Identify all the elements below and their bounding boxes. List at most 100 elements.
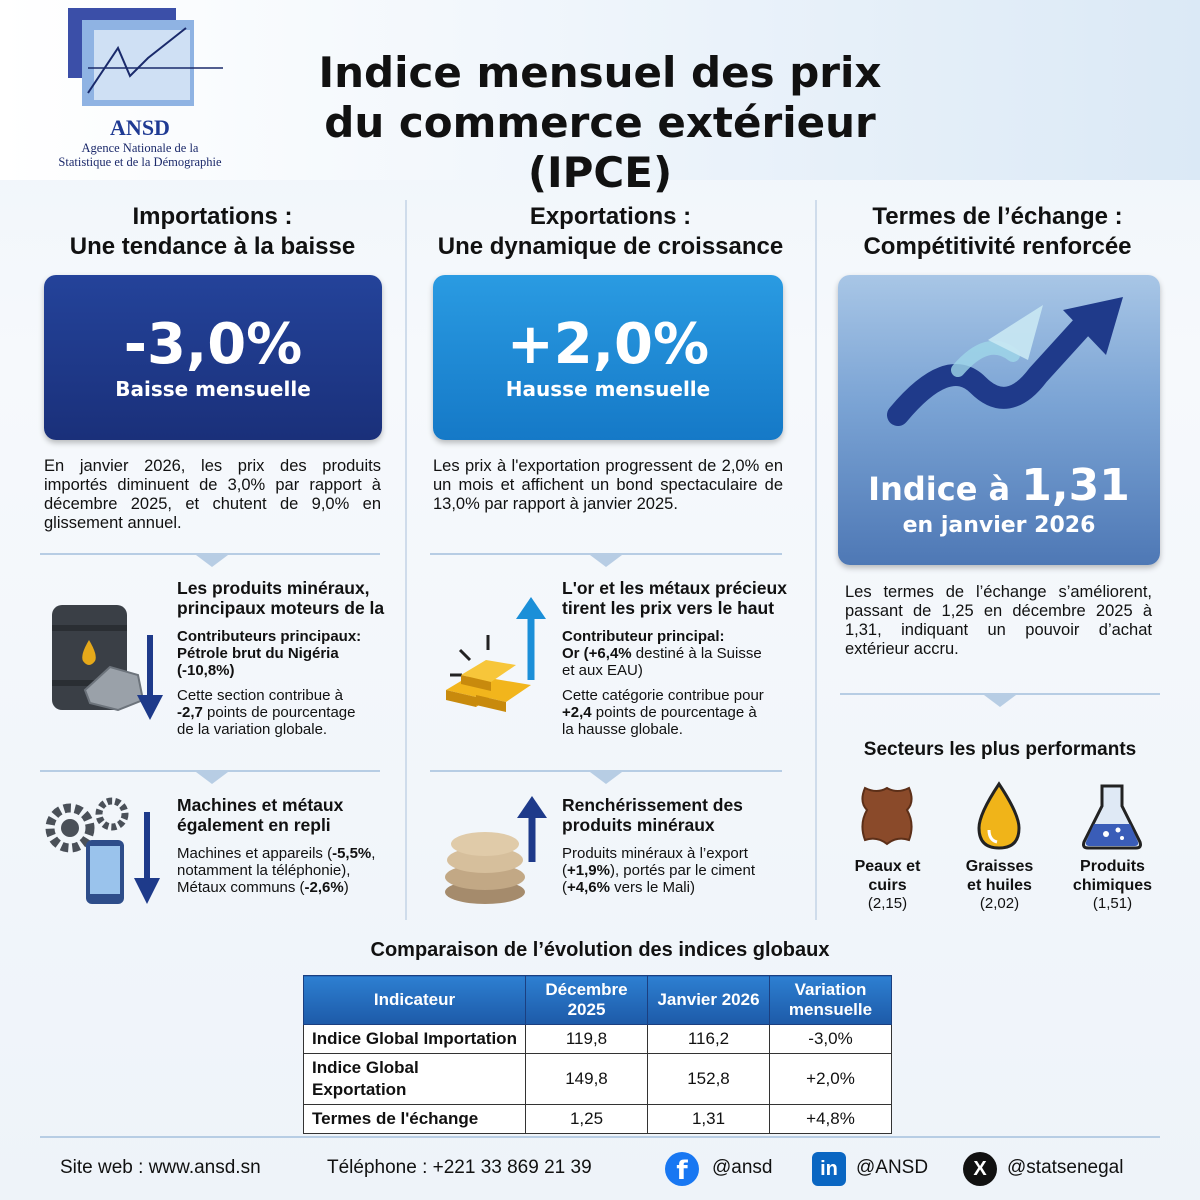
imports-sub2-line-3a: Métaux communs (	[177, 879, 305, 896]
exports-sub2-line-2a: (	[562, 862, 567, 879]
table-cell: 149,8	[525, 1053, 648, 1105]
terms-kpi-card: Indice à 1,31 en janvier 2026	[838, 275, 1160, 565]
imports-sub1-contrib-pct: (-10,8%)	[177, 662, 235, 679]
exports-title: Exportations : Une dynamique de croissan…	[418, 202, 803, 262]
leather-icon	[861, 786, 913, 846]
imports-sub1-pts: -2,7	[177, 704, 203, 721]
exports-sub1-desc-1: Cette catégorie contribue pour	[562, 687, 764, 704]
sectors-title: Secteurs les plus performants	[863, 739, 1137, 760]
footer-facebook[interactable]: @ansd	[712, 1157, 773, 1178]
table-row: Indice Global Exportation 149,8 152,8 +2…	[303, 1053, 892, 1105]
title-line-2: du commerce extérieur (IPCE)	[324, 98, 876, 197]
imports-title: Importations : Une tendance à la baisse	[30, 202, 395, 262]
imports-kpi-label: Baisse mensuelle	[115, 377, 311, 401]
imports-sub2-line-3: Métaux communs (-2,6%)	[177, 879, 402, 896]
terms-kpi-label: en janvier 2026	[902, 513, 1096, 538]
footer-linkedin[interactable]: @ANSD	[856, 1157, 929, 1178]
sector-leather-value: (2,15)	[867, 895, 908, 912]
exports-sub2-title-1: Renchérissement des	[562, 795, 743, 815]
table-cell: 152,8	[647, 1053, 770, 1105]
sector-chemicals-name-2: chimiques	[1072, 877, 1153, 894]
exports-sub2-line-3a: (	[562, 879, 567, 896]
exports-sub2-line-2c: ), portés par le ciment	[609, 862, 756, 879]
imports-sub2-line-1a: Machines et appareils (	[177, 845, 333, 862]
table-cell: +4,8%	[769, 1104, 892, 1134]
footer-phone[interactable]: Téléphone : +221 33 869 21 39	[327, 1157, 592, 1178]
exports-sub1-line-1: Or (+6,4% destiné à la Suisse	[562, 645, 797, 662]
column-divider-1	[405, 200, 407, 920]
table-cell: 116,2	[647, 1024, 770, 1054]
exports-sub2-title-2: produits minéraux	[562, 815, 715, 835]
imports-separator-1	[40, 553, 380, 555]
exports-sub1-line-1b: +6,4%	[588, 645, 632, 662]
logo-name: ANSD	[110, 115, 170, 140]
imports-sub2-title-2: également en repli	[177, 815, 331, 835]
title-line-1: Indice mensuel des prix	[318, 48, 882, 97]
exports-title-2: Une dynamique de croissance	[437, 233, 784, 260]
exports-title-1: Exportations :	[529, 203, 692, 230]
imports-sub1-title-2: principaux moteurs de la	[177, 598, 385, 618]
table-cell: Indice Global Importation	[303, 1024, 526, 1054]
comparison-table-wrap: Indicateur Décembre 2025 Janvier 2026 Va…	[303, 975, 892, 1134]
exports-separator-arrow-2	[590, 772, 622, 784]
imports-sub2: Machines et métaux également en repli Ma…	[177, 795, 402, 896]
imports-text: En janvier 2026, les prix des produits i…	[44, 457, 381, 532]
imports-sub1-contrib-label: Contributeurs principaux:	[177, 628, 362, 645]
imports-sub2-line-2: notamment la téléphonie),	[177, 862, 351, 879]
imports-kpi-card: -3,0% Baisse mensuelle	[44, 275, 382, 440]
cement-bags-icon	[440, 792, 565, 912]
footer-x[interactable]: @statsenegal	[1007, 1157, 1124, 1178]
imports-sub1-desc-2-text: points de pourcentage	[202, 704, 356, 721]
flask-icon	[1082, 784, 1142, 850]
logo-sub-2: Statistique et de la Démographie	[58, 155, 222, 169]
imports-sub2-line-3b: -2,6%	[304, 879, 344, 896]
table-row: Termes de l'échange 1,25 1,31 +4,8%	[303, 1104, 892, 1134]
exports-sub1-line-2: et aux EAU)	[562, 662, 643, 679]
exports-sub2-line-3b: +4,6%	[567, 879, 610, 896]
imports-sub1: Les produits minéraux, principaux moteur…	[177, 578, 397, 738]
ansd-logo	[68, 8, 228, 118]
imports-title-1: Importations :	[132, 203, 293, 230]
page-title: Indice mensuel des prix du commerce exté…	[250, 48, 950, 198]
header-indicator: Indicateur	[303, 975, 526, 1025]
terms-separator-arrow	[984, 695, 1016, 707]
gold-bars-icon	[436, 595, 566, 715]
imports-sub1-desc-1: Cette section contribue à	[177, 687, 343, 704]
table-header-row: Indicateur Décembre 2025 Janvier 2026 Va…	[303, 975, 892, 1025]
header-dec-2025: Décembre 2025	[525, 975, 648, 1025]
exports-sub2-line-1: Produits minéraux à l’export	[562, 845, 748, 862]
comparison-table: Indicateur Décembre 2025 Janvier 2026 Va…	[303, 975, 892, 1134]
imports-sub1-title-1: Les produits minéraux,	[177, 578, 370, 598]
imports-sub2-line-1: Machines et appareils (-5,5%,	[177, 845, 402, 862]
logo-text: ANSD Agence Nationale de la Statistique …	[55, 115, 225, 169]
exports-separator-2	[430, 770, 782, 772]
comparison-title: Comparaison de l’évolution des indices g…	[370, 939, 830, 961]
facebook-icon[interactable]: f	[665, 1152, 699, 1186]
sector-oils: Graisses et huiles (2,02)	[947, 780, 1052, 912]
exports-sub2-line-3: (+4,6% vers le Mali)	[562, 879, 797, 896]
sector-oils-value: (2,02)	[979, 895, 1020, 912]
exports-sub2-line-2b: +1,9%	[567, 862, 610, 879]
sector-leather-name-2: cuirs	[868, 877, 907, 894]
sector-leather: Peaux et cuirs (2,15)	[835, 780, 940, 912]
exports-sub1-contrib-label: Contributeur principal:	[562, 628, 725, 645]
terms-title: Termes de l’échange : Compétitivité renf…	[825, 202, 1170, 262]
oil-drop-icon	[977, 781, 1021, 850]
sector-chemicals: Produits chimiques (1,51)	[1060, 780, 1165, 912]
exports-kpi-label: Hausse mensuelle	[505, 377, 711, 401]
imports-sub1-desc-2: -2,7 points de pourcentage	[177, 704, 397, 721]
x-icon[interactable]: X	[963, 1152, 997, 1186]
terms-text: Les termes de l’échange s’améliorent, pa…	[845, 583, 1152, 658]
imports-separator-arrow-2	[196, 772, 228, 784]
table-cell: Indice Global Exportation	[303, 1053, 526, 1105]
exports-sub1-title-1: L'or et les métaux précieux	[562, 578, 787, 598]
exports-sub1: L'or et les métaux précieux tirent les p…	[562, 578, 797, 738]
exports-sub1-pts: +2,4	[562, 704, 592, 721]
linkedin-icon[interactable]: in	[812, 1152, 846, 1186]
footer-site[interactable]: Site web : www.ansd.sn	[60, 1157, 261, 1178]
imports-sub2-line-1c: ,	[371, 845, 376, 862]
exports-sub1-line-1c: destiné à la Suisse	[631, 645, 762, 662]
exports-kpi-value: +2,0%	[506, 312, 710, 377]
sector-leather-name-1: Peaux et	[854, 858, 921, 875]
column-divider-2	[815, 200, 817, 920]
